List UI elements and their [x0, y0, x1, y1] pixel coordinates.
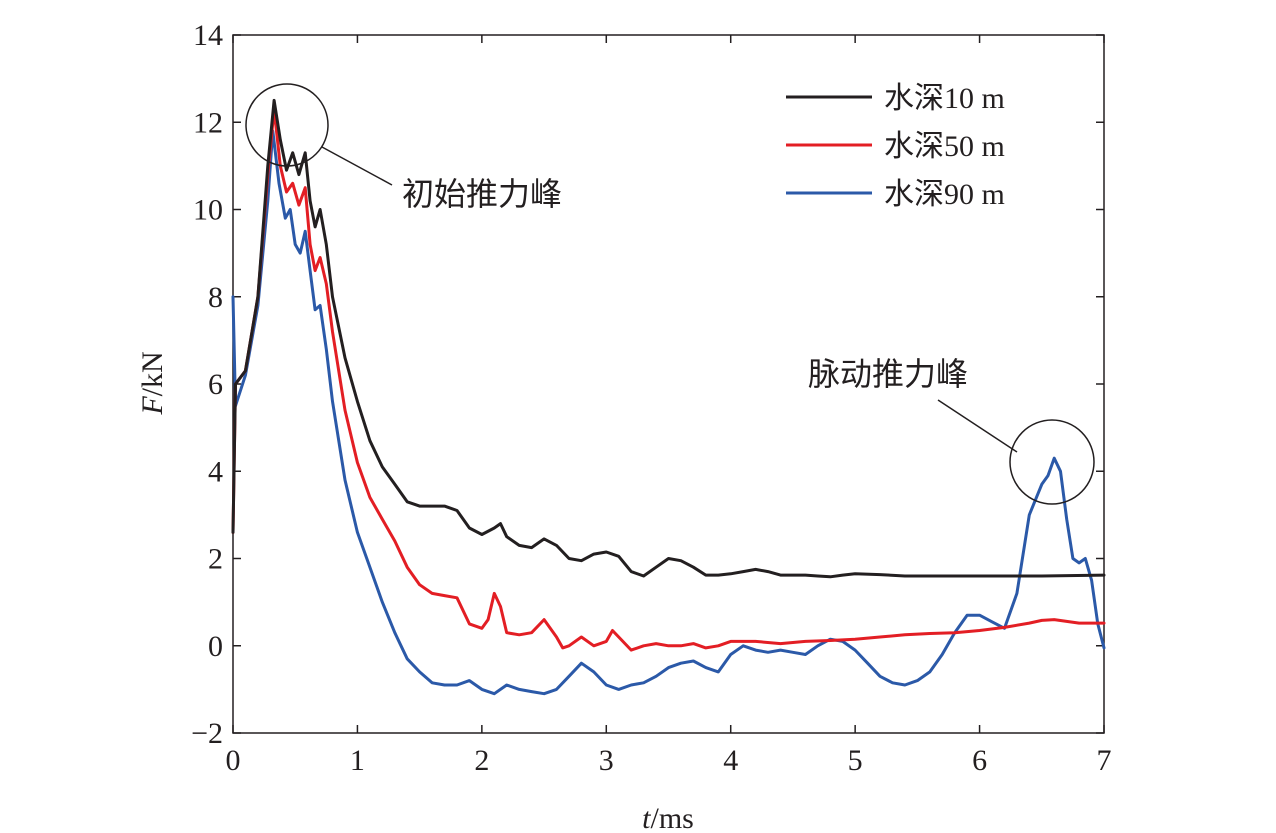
- x-tick-label: 1: [350, 744, 365, 777]
- y-tick-label: 8: [208, 281, 223, 314]
- pulsation-peak-leader: [937, 399, 1018, 453]
- x-tick-label: 5: [848, 744, 863, 777]
- series-line-1: [231, 98, 1106, 579]
- y-tick-label: 10: [193, 194, 223, 227]
- pulsation-peak-label: 脉动推力峰: [808, 356, 968, 392]
- y-tick-label: 12: [193, 106, 223, 139]
- initial-peak-circle: [245, 83, 329, 167]
- y-axis-label: F/kN: [136, 351, 169, 415]
- annotations: 初始推力峰 脉动推力峰: [245, 83, 1095, 505]
- y-tick-label: −2: [191, 717, 223, 750]
- x-tick-label: 0: [226, 744, 241, 777]
- x-tick-label: 3: [599, 744, 614, 777]
- x-tick-label: 7: [1097, 744, 1112, 777]
- y-tick-label: 6: [208, 368, 223, 401]
- initial-peak-leader: [321, 146, 393, 186]
- series-lines: [231, 98, 1106, 696]
- initial-peak-label: 初始推力峰: [402, 176, 562, 212]
- x-tick-label: 2: [474, 744, 489, 777]
- y-tick-label: 2: [208, 543, 223, 576]
- y-tick-label: 14: [193, 19, 223, 52]
- x-tick-label: 4: [723, 744, 738, 777]
- legend: 水深10 m 水深50 m 水深90 m: [786, 82, 1005, 211]
- legend-label: 水深10 m: [884, 82, 1005, 115]
- x-tick-label: 6: [972, 744, 987, 777]
- y-tick-label: 0: [208, 630, 223, 663]
- y-tick-label: 4: [208, 455, 223, 488]
- series-line-2: [231, 107, 1106, 652]
- legend-label: 水深50 m: [884, 130, 1005, 163]
- pulsation-peak-circle: [1009, 419, 1095, 505]
- legend-label: 水深90 m: [884, 178, 1005, 211]
- series-line-3: [231, 129, 1106, 696]
- x-axis-label: t/ms: [642, 802, 694, 833]
